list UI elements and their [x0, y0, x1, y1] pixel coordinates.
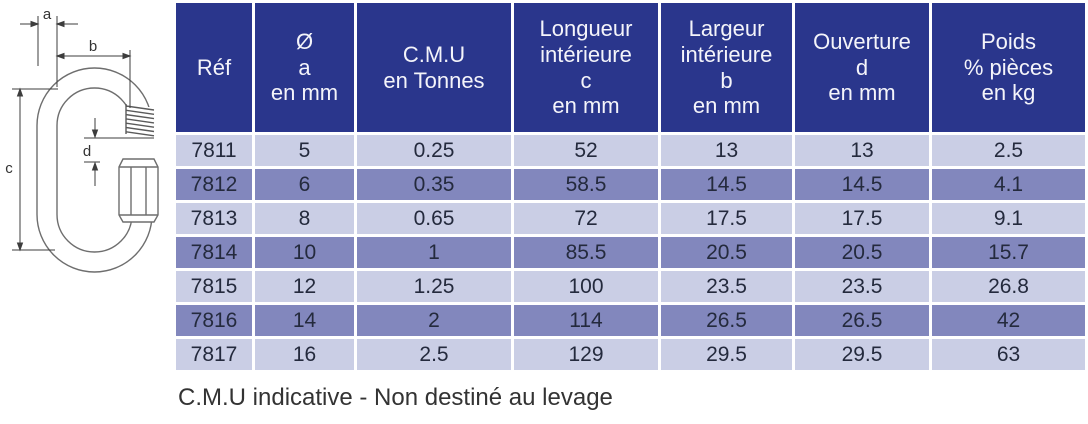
cell-cmu: 2.5 — [357, 339, 511, 370]
lock-nut — [118, 158, 159, 223]
dimension-a — [20, 16, 78, 87]
header-weight: Poids % pièces en kg — [932, 3, 1085, 132]
cell-cmu: 0.25 — [357, 135, 511, 166]
spec-table: Réf Ø a en mm C.M.U en Tonnes Longueur i… — [173, 0, 1088, 373]
cell-opening: 29.5 — [795, 339, 929, 370]
cell-inner-length: 129 — [514, 339, 658, 370]
cmu-disclaimer-note: C.M.U indicative - Non destiné au levage — [178, 384, 613, 411]
cell-inner-width: 17.5 — [661, 203, 792, 234]
cell-ref: 7813 — [176, 203, 252, 234]
dim-label-b: b — [89, 38, 97, 55]
cell-ref: 7814 — [176, 237, 252, 268]
cell-inner-length: 85.5 — [514, 237, 658, 268]
cell-weight: 63 — [932, 339, 1085, 370]
cell-diameter: 5 — [255, 135, 354, 166]
cell-cmu: 2 — [357, 305, 511, 336]
cell-opening: 20.5 — [795, 237, 929, 268]
table-row: 7816 14 2 114 26.5 26.5 42 — [176, 305, 1085, 336]
header-diameter: Ø a en mm — [255, 3, 354, 132]
table-row: 7813 8 0.65 72 17.5 17.5 9.1 — [176, 203, 1085, 234]
table-row: 7814 10 1 85.5 20.5 20.5 15.7 — [176, 237, 1085, 268]
cell-inner-width: 14.5 — [661, 169, 792, 200]
dim-label-c: c — [5, 160, 13, 177]
dimension-d — [84, 118, 154, 186]
cell-ref: 7817 — [176, 339, 252, 370]
header-ref: Réf — [176, 3, 252, 132]
cell-weight: 2.5 — [932, 135, 1085, 166]
cell-inner-width: 26.5 — [661, 305, 792, 336]
cell-weight: 9.1 — [932, 203, 1085, 234]
cell-inner-width: 20.5 — [661, 237, 792, 268]
cell-diameter: 12 — [255, 271, 354, 302]
header-cmu: C.M.U en Tonnes — [357, 3, 511, 132]
cell-ref: 7815 — [176, 271, 252, 302]
cell-weight: 42 — [932, 305, 1085, 336]
cell-inner-length: 100 — [514, 271, 658, 302]
table-row: 7812 6 0.35 58.5 14.5 14.5 4.1 — [176, 169, 1085, 200]
cell-opening: 26.5 — [795, 305, 929, 336]
dimension-c — [12, 87, 58, 252]
cell-opening: 17.5 — [795, 203, 929, 234]
dimension-b — [55, 50, 132, 108]
spec-table-wrap: Réf Ø a en mm C.M.U en Tonnes Longueur i… — [173, 0, 1088, 373]
cell-cmu: 1 — [357, 237, 511, 268]
cell-inner-width: 29.5 — [661, 339, 792, 370]
cell-ref: 7812 — [176, 169, 252, 200]
cell-inner-length: 52 — [514, 135, 658, 166]
quick-link-drawing: a b c — [5, 6, 166, 273]
thread-hatch-icon — [125, 104, 155, 137]
quick-link-diagram: a b c — [0, 0, 176, 300]
dim-label-a: a — [43, 6, 52, 23]
header-opening: Ouverture d en mm — [795, 3, 929, 132]
header-inner-length: Longueur intérieure c en mm — [514, 3, 658, 132]
cell-weight: 26.8 — [932, 271, 1085, 302]
header-row: Réf Ø a en mm C.M.U en Tonnes Longueur i… — [176, 3, 1085, 132]
cell-diameter: 16 — [255, 339, 354, 370]
cell-diameter: 14 — [255, 305, 354, 336]
table-row: 7815 12 1.25 100 23.5 23.5 26.8 — [176, 271, 1085, 302]
table-row: 7817 16 2.5 129 29.5 29.5 63 — [176, 339, 1085, 370]
table-row: 7811 5 0.25 52 13 13 2.5 — [176, 135, 1085, 166]
cell-inner-width: 13 — [661, 135, 792, 166]
dim-label-d: d — [83, 143, 91, 160]
cell-weight: 15.7 — [932, 237, 1085, 268]
cell-inner-length: 114 — [514, 305, 658, 336]
cell-opening: 13 — [795, 135, 929, 166]
cell-diameter: 10 — [255, 237, 354, 268]
cell-opening: 14.5 — [795, 169, 929, 200]
cell-diameter: 8 — [255, 203, 354, 234]
cell-ref: 7816 — [176, 305, 252, 336]
cell-inner-length: 72 — [514, 203, 658, 234]
cell-weight: 4.1 — [932, 169, 1085, 200]
cell-inner-length: 58.5 — [514, 169, 658, 200]
cell-cmu: 0.35 — [357, 169, 511, 200]
cell-cmu: 1.25 — [357, 271, 511, 302]
header-inner-width: Largeur intérieure b en mm — [661, 3, 792, 132]
cell-ref: 7811 — [176, 135, 252, 166]
cell-opening: 23.5 — [795, 271, 929, 302]
cell-cmu: 0.65 — [357, 203, 511, 234]
cell-inner-width: 23.5 — [661, 271, 792, 302]
cell-diameter: 6 — [255, 169, 354, 200]
